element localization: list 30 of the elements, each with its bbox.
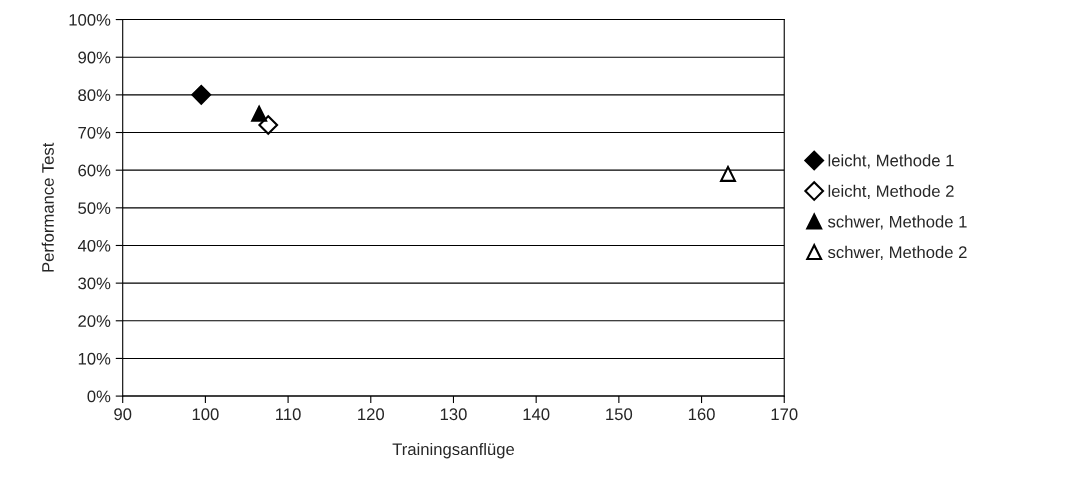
x-tick-label: 170	[771, 408, 798, 421]
point	[720, 165, 736, 182]
y-tick-label: 70%	[78, 126, 111, 139]
y-tick-label: 30%	[78, 277, 111, 290]
x-tick-label: 90	[114, 408, 132, 421]
y-tick-label: 0%	[87, 390, 111, 403]
x-axis-title: Trainingsanflüge	[392, 442, 515, 459]
point	[258, 115, 279, 135]
x-tick-label: 140	[523, 408, 550, 421]
legend-label: schwer, Methode 1	[827, 215, 967, 230]
x-tick-label: 130	[440, 408, 467, 421]
y-tick-label: 60%	[78, 164, 111, 177]
x-tick-label: 110	[276, 408, 301, 421]
y-tick-label: 80%	[78, 89, 111, 102]
point	[191, 84, 212, 105]
y-tick-label: 90%	[78, 51, 111, 64]
legend-label: leicht, Methode 2	[828, 184, 954, 199]
y-tick-label: 40%	[77, 239, 111, 252]
point	[251, 105, 268, 122]
legend-label: schwer, Methode 2	[827, 245, 967, 261]
y-tick-label: 100%	[69, 13, 111, 26]
y-tick-label: 50%	[78, 202, 111, 215]
x-tick-label: 100	[192, 408, 219, 421]
y-axis-title: Performance Test	[41, 142, 54, 272]
x-tick-label: 150	[606, 408, 633, 421]
y-tick-label: 10%	[78, 352, 111, 365]
y-tick-label: 20%	[78, 315, 111, 327]
legend-label: leicht, Methode 1	[828, 154, 954, 169]
x-tick-label: 120	[358, 408, 385, 421]
x-tick-label: 160	[688, 408, 715, 421]
